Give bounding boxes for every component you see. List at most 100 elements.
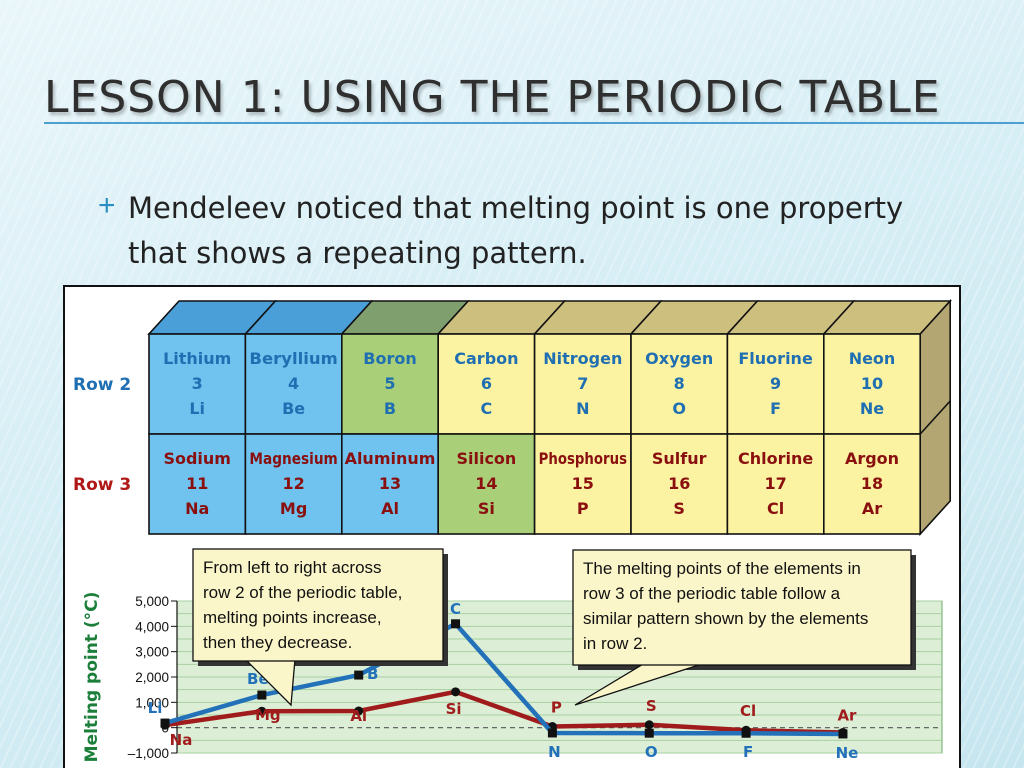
element-cell-ar: Argon 18 Ar xyxy=(822,433,921,535)
callout-text-line: similar pattern shown by the elements xyxy=(583,609,868,628)
element-symbol: Na xyxy=(185,499,209,518)
element-cell-li: Lithium 3 Li xyxy=(148,333,247,435)
atomic-number: 14 xyxy=(475,474,497,493)
atomic-number: 3 xyxy=(192,374,203,393)
element-symbol: Si xyxy=(478,499,495,518)
element-cell-b: Boron 5 B xyxy=(340,333,439,435)
element-name: Nitrogen xyxy=(543,349,622,368)
data-point xyxy=(644,728,654,738)
callout-text-line: then they decrease. xyxy=(203,633,352,652)
element-name: Fluorine xyxy=(738,349,813,368)
element-cell-si: Silicon 14 Si xyxy=(437,433,536,535)
element-name: Aluminum xyxy=(345,449,436,468)
atomic-number: 8 xyxy=(674,374,685,393)
callout-right: The melting points of the elements in row… xyxy=(572,549,916,706)
element-name: Boron xyxy=(363,349,416,368)
point-label: N xyxy=(548,743,561,761)
element-cell-ne: Neon 10 Ne xyxy=(822,333,921,435)
element-name: Neon xyxy=(849,349,896,368)
atomic-number: 16 xyxy=(668,474,690,493)
point-label: F xyxy=(743,743,753,761)
callout-text-line: From left to right across xyxy=(203,558,382,577)
series-row3: Na Mg Al Si P S Cl Ar xyxy=(160,687,857,749)
point-label: Cl xyxy=(740,702,756,720)
element-name: Chlorine xyxy=(738,449,813,468)
atomic-number: 11 xyxy=(186,474,208,493)
y-tick-label: 1,000 xyxy=(135,695,169,710)
element-cell-mg: Magnesium 12 Mg xyxy=(244,433,343,535)
element-symbol: Mg xyxy=(280,499,307,518)
data-point xyxy=(257,706,267,716)
callout-text-line: melting points increase, xyxy=(203,608,382,627)
element-cell-na: Sodium 11 Na xyxy=(148,433,247,535)
slide-title: Lesson 1: Using the periodic table xyxy=(44,72,941,123)
atomic-number: 12 xyxy=(282,474,304,493)
callout-box xyxy=(192,548,444,662)
y-axis-label: Melting point (°C) xyxy=(82,592,102,763)
point-label: P xyxy=(551,699,562,717)
callout-text-line: row 3 of the periodic table follow a xyxy=(583,584,841,603)
y-tick-label: 3,000 xyxy=(135,645,169,660)
data-point xyxy=(160,718,170,728)
element-cell-s: Sulfur 16 S xyxy=(630,433,729,535)
periodic-table-blocks: Lithium 3 Li Beryllium 4 Be Boron 5 B Carbon 6 C Nit… xyxy=(147,298,953,537)
callout-text-line: The melting points of the elements in xyxy=(583,559,861,578)
data-point xyxy=(547,728,557,738)
element-cell-f: Fluorine 9 F xyxy=(726,333,825,435)
element-symbol: Al xyxy=(381,499,399,518)
element-cell-bg xyxy=(437,433,536,535)
element-name: Silicon xyxy=(456,449,516,468)
element-symbol: O xyxy=(672,399,686,418)
atomic-number: 18 xyxy=(861,474,883,493)
element-cell-bg xyxy=(340,433,439,535)
element-symbol: Cl xyxy=(767,499,784,518)
atomic-number: 5 xyxy=(384,374,395,393)
element-name: Phosphorus xyxy=(539,449,627,468)
series-line xyxy=(164,689,844,735)
element-symbol: Ne xyxy=(860,399,884,418)
point-label: Al xyxy=(350,707,367,725)
data-point xyxy=(451,687,461,697)
atomic-number: 15 xyxy=(572,474,594,493)
data-point xyxy=(644,720,654,730)
point-label: Li xyxy=(148,699,163,717)
callout-text-line: row 2 of the periodic table, xyxy=(203,583,402,602)
point-label: O xyxy=(645,743,658,761)
y-tick-label: 4,000 xyxy=(135,619,169,634)
point-label: Ar xyxy=(837,706,857,724)
element-cell-bg xyxy=(148,333,247,435)
data-point xyxy=(451,619,461,629)
element-symbol: Li xyxy=(189,399,205,418)
element-symbol: S xyxy=(673,499,685,518)
element-cell-bg xyxy=(822,433,921,535)
element-cell-bg xyxy=(630,333,729,435)
element-cell-bg xyxy=(822,333,921,435)
row-label-2: Row 2 xyxy=(73,375,131,395)
element-name: Oxygen xyxy=(645,349,713,368)
data-point xyxy=(838,729,848,739)
element-cell-bg xyxy=(533,333,632,435)
element-cell-bg xyxy=(726,433,825,535)
data-point xyxy=(257,690,267,700)
element-symbol: F xyxy=(770,399,781,418)
bullet-text: Mendeleev noticed that melting point is … xyxy=(128,191,904,270)
atomic-number: 9 xyxy=(770,374,781,393)
element-symbol: N xyxy=(576,399,589,418)
element-cell-al: Aluminum 13 Al xyxy=(340,433,439,535)
point-label: B xyxy=(367,665,378,683)
figure-panel: Lithium 3 Li Beryllium 4 Be Boron 5 B Carbon 6 C Nit… xyxy=(63,285,961,768)
point-label: Ne xyxy=(836,744,859,762)
element-name: Lithium xyxy=(163,349,231,368)
element-name: Magnesium xyxy=(249,449,337,468)
point-label: Mg xyxy=(255,706,281,724)
callout-left: From left to right across row 2 of the pe… xyxy=(192,548,448,707)
element-cell-bg xyxy=(630,433,729,535)
point-label: C xyxy=(450,600,461,618)
element-symbol: C xyxy=(481,399,493,418)
element-cell-bg xyxy=(726,333,825,435)
element-cell-bg xyxy=(244,433,343,535)
callout-text-line: in row 2. xyxy=(583,634,647,653)
point-label: S xyxy=(646,697,657,715)
element-cell-c: Carbon 6 C xyxy=(437,333,536,435)
figure-svg: Lithium 3 Li Beryllium 4 Be Boron 5 B Carbon 6 C Nit… xyxy=(73,298,953,763)
